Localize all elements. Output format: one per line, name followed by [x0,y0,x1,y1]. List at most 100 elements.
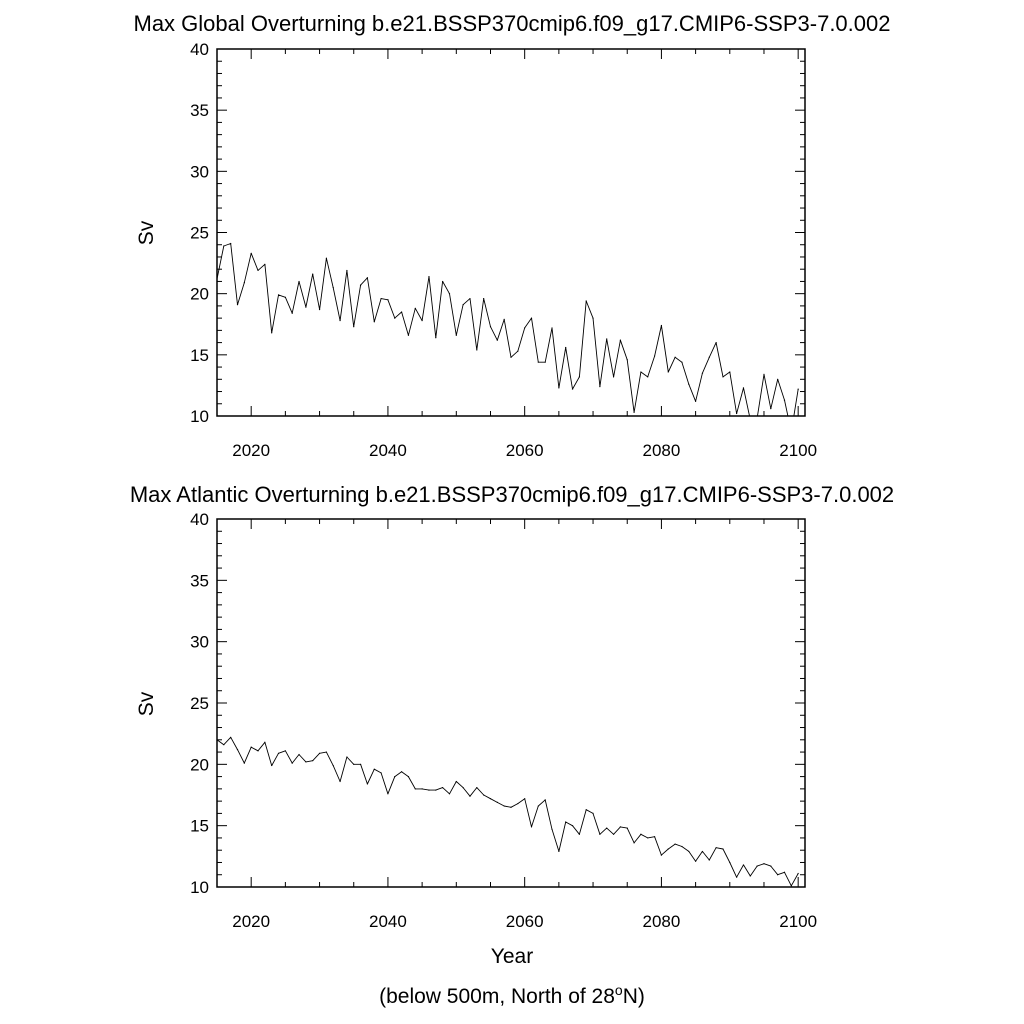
chart-2-data-point [230,736,232,738]
footnote-superscript: o [615,982,623,998]
chart-1-data-point [373,321,375,323]
chart-1-data-point [496,339,498,341]
chart-2-data-point [524,798,526,800]
chart-1-data-point [257,269,259,272]
chart-2-data-point [715,847,717,849]
chart-1-data-point [763,373,765,376]
chart-1-data-point [578,376,580,378]
chart-2-xtick-label: 2080 [643,912,681,931]
chart-1-data-point [435,337,437,339]
chart-2-data-point [387,793,389,795]
chart-1-data-point [359,284,362,286]
chart-2-data-point [626,827,628,829]
chart-2-data-point [537,805,539,807]
chart-2-data-point [797,872,799,875]
chart-1-data-point [455,334,457,336]
chart-2-data-point [223,744,225,746]
chart-1-data-point [366,277,369,279]
chart-1-frame [216,48,806,417]
chart-2-data-point [277,752,280,754]
chart-1-data-point [407,334,410,336]
chart-2-data-point [770,865,772,867]
chart-1-data-point [783,399,786,401]
chart-1-data-point [791,431,792,432]
chart-1-data-point [312,273,314,275]
chart-2-data-point [606,827,608,829]
chart-2-data-point [394,776,396,778]
chart-1-data-point [722,376,724,378]
chart-2-data-point [284,750,286,752]
footnote-suffix: N) [623,985,645,1008]
chart-1-xtick-label: 2040 [369,441,407,460]
chart-2-data-point [298,753,300,756]
chart-2-data-point [729,861,731,864]
chart-2-ytick-label: 25 [190,694,209,713]
chart-1-data-point [606,338,608,340]
chart-1-data-point [462,304,464,306]
chart-2-title: Max Atlantic Overturning b.e21.BSSP370cm… [130,482,894,507]
chart-2-data-point [462,787,464,789]
chart-1-data-point [325,257,327,259]
chart-2-data-point [571,825,574,827]
chart-2-data-point [599,833,601,835]
chart-2-data-point [530,826,533,828]
chart-2-data-point [421,788,423,790]
chart-1-data-point [271,332,273,334]
chart-2-xtick-label: 2040 [369,912,407,931]
chart-2-data-point [435,789,437,791]
chart-2-data-point [790,885,792,887]
chart-1-data-point [489,326,492,328]
chart-1-data-point [442,280,444,283]
chart-1-data-point [387,299,389,301]
chart-2-data-point [217,739,218,741]
chart-1-data-point [469,297,471,300]
chart-2-data-point [722,848,724,850]
chart-2-data-point [701,850,704,853]
chart-2-data-point [428,789,430,791]
chart-1-data-point [353,326,355,328]
chart-2-data-point [736,876,738,878]
chart-1-data-point [421,319,423,322]
chart-1-data-point [318,308,321,311]
chart-2-ytick-label: 40 [190,510,209,529]
chart-1-data-point [339,319,341,322]
chart-2-data-point [585,809,587,811]
chart-1-data-point [277,294,280,296]
chart-1-data-point [264,263,266,265]
chart-2-data-point [250,746,252,748]
chart-1-data-point [626,359,628,361]
chart-1-data-point [612,376,615,378]
chart-2-data-point [653,836,656,838]
chart-2-ytick-label: 35 [190,571,209,590]
chart-2-ytick-label: 15 [190,817,209,836]
chart-1-data-point [688,383,690,385]
chart-1-data-point [742,387,745,389]
chart-1-ytick-label: 30 [190,162,209,181]
chart-2-ytick-label: 30 [190,633,209,652]
chart-1-data-point [695,400,697,402]
chart-1-data-point [524,327,526,329]
chart-2-data-point [749,875,751,877]
chart-1-ytick-label: 20 [190,285,209,304]
chart-1-data-point [217,278,218,280]
chart-1-ylabel: Sv [135,220,158,245]
chart-1-data-point [551,327,553,329]
chart-2-data-point [339,780,341,783]
chart-1-data-point [537,361,539,363]
chart-2-data-point [401,771,403,773]
chart-1-data-point [565,346,567,349]
chart-2-data-point [783,871,786,873]
chart-2-data-point [742,864,745,866]
chart-1-data-point [592,317,594,319]
chart-1-data-point [653,355,656,357]
chart-1-data-point [701,372,704,374]
chart-2-data-point [647,837,649,839]
chart-2-xtick-label: 2020 [232,912,270,931]
chart-2-data-point [551,828,553,830]
chart-2-xtick-label: 2100 [779,912,817,931]
chart-1-ytick-label: 35 [190,101,209,120]
chart-1-data-point [284,296,286,298]
chart-1-data-point [667,371,669,373]
chart-2-data-point [695,860,697,862]
chart-1-xtick-label: 2080 [643,441,681,460]
